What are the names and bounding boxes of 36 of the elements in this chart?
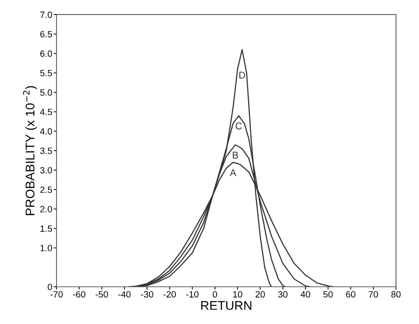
x-tick-label: 30 <box>278 291 288 298</box>
x-tick-label: -30 <box>140 291 154 298</box>
x-tick-label: 0 <box>212 291 218 298</box>
y-tick-label: 5.5 <box>40 70 52 76</box>
y-tick-label: 1.5 <box>40 225 52 232</box>
x-tick-label: -50 <box>96 291 108 298</box>
x-tick-label: 50 <box>323 291 333 298</box>
x-tick-label: -40 <box>118 291 131 298</box>
x-tick-label: -70 <box>50 291 63 298</box>
x-tick-label: -60 <box>73 291 86 298</box>
series-label: C <box>236 122 242 130</box>
x-tick-label: -10 <box>186 291 198 298</box>
x-axis-title: RETURN <box>201 301 252 310</box>
y-tick-label: 5.0 <box>40 89 52 96</box>
y-tick-label: 1.0 <box>40 244 52 252</box>
series-label: A <box>230 169 236 176</box>
y-tick-label: 4.0 <box>40 128 52 135</box>
series-label: D <box>239 72 246 78</box>
x-tick-label: 40 <box>300 291 310 298</box>
x-tick-label: 20 <box>256 291 265 298</box>
y-tick-label: 6.5 <box>40 30 52 38</box>
y-tick-label: 2.0 <box>40 206 52 212</box>
x-tick-label: 80 <box>391 291 401 298</box>
y-tick-label: 3.0 <box>40 167 52 174</box>
y-tick-label: 3.5 <box>40 148 52 154</box>
y-tick-label: 2.5 <box>40 186 52 193</box>
x-tick-label: 10 <box>233 291 242 298</box>
x-tick-label: 70 <box>368 291 378 298</box>
y-tick-label: 4.5 <box>40 108 52 116</box>
y-tick-label: 7.0 <box>40 12 52 18</box>
y-axis-title: PROBABILITY (x 10$^{−2}$) <box>23 86 37 216</box>
y-tick-label: 6.0 <box>40 50 52 57</box>
series-label: B <box>232 152 238 158</box>
x-tick-label: 60 <box>346 291 356 298</box>
x-tick-label: -20 <box>164 291 176 298</box>
y-tick-label: 0 <box>48 284 52 290</box>
